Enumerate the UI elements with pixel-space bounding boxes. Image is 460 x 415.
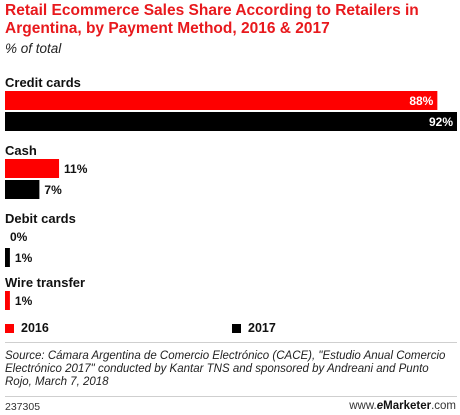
legend-swatch-2016	[5, 323, 14, 333]
legend-item-2016: 2016	[5, 320, 49, 336]
bar-cash-2016	[5, 159, 60, 178]
divider-bottom	[5, 396, 457, 397]
data-label-wire-transfer-2016: 1%	[15, 294, 33, 308]
category-label-wire-transfer: Wire transfer	[5, 275, 85, 290]
source-note: Source: Cámara Argentina de Comercio Ele…	[5, 350, 446, 388]
legend-swatch-2017	[232, 323, 241, 333]
data-label-cash-2016: 11%	[64, 162, 88, 176]
bar-credit-cards-2017	[5, 112, 457, 131]
bar-cash-2017	[5, 180, 40, 199]
data-label-debit-cards-2017: 1%	[15, 251, 33, 265]
legend-item-2017: 2017	[232, 320, 276, 336]
data-label-debit-cards-2016: 0%	[10, 230, 28, 244]
legend-label-2016: 2016	[21, 321, 49, 335]
bar-chart: Credit cards 88% 92% Cash 11%7% Debit cards 0%…	[5, 75, 457, 310]
brand-name: Marketer	[383, 400, 432, 412]
chart-id: 237305	[5, 401, 41, 413]
category-label-cash: Cash	[5, 143, 37, 158]
brand-suffix: .com	[431, 400, 456, 412]
category-label-debit-cards: Debit cards	[5, 211, 76, 226]
divider-top	[5, 342, 457, 343]
bar-credit-cards-2016	[5, 91, 438, 110]
chart-subtitle: % of total	[5, 41, 62, 56]
data-label-credit-cards-2017: 92%	[429, 115, 453, 129]
chart-title: Retail Ecommerce Sales Share According t…	[5, 2, 419, 37]
brand-url[interactable]: www.eMarketer.com	[349, 400, 456, 412]
brand-e: e	[376, 400, 384, 412]
category-label-credit-cards: Credit cards	[5, 75, 81, 90]
bar-wire-transfer-2016	[5, 291, 10, 310]
data-label-credit-cards-2016: 88%	[409, 94, 433, 108]
bar-debit-cards-2017	[5, 248, 10, 267]
legend-label-2017: 2017	[248, 321, 276, 335]
brand-prefix: www.	[349, 400, 377, 412]
data-label-cash-2017: 7%	[44, 183, 62, 197]
